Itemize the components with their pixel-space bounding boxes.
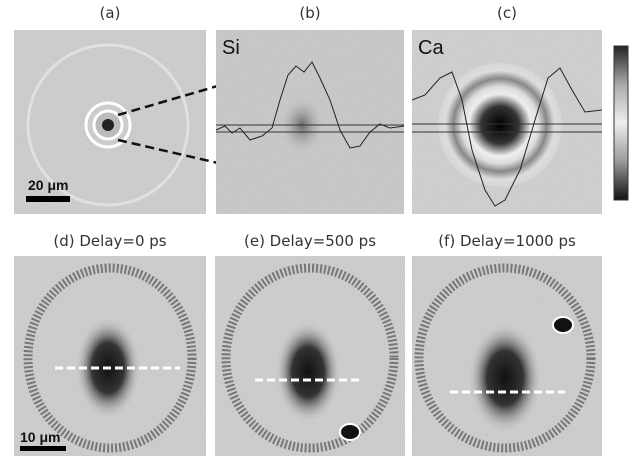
- blob: [469, 324, 541, 432]
- probe-spot: [552, 316, 574, 334]
- panel-b: Si: [215, 30, 405, 214]
- ring: [414, 263, 596, 453]
- panel-label: (a): [100, 4, 121, 22]
- scale-bar: [20, 446, 66, 451]
- panel-d: 10 μm: [14, 256, 206, 456]
- colorbar: [613, 45, 629, 201]
- panel-e: [215, 256, 405, 456]
- ca-pattern: [438, 63, 562, 187]
- scale-bar: [26, 196, 70, 202]
- element-label: Ca: [418, 37, 444, 59]
- panel-label: (f) Delay=1000 ps: [438, 232, 576, 250]
- target: [102, 119, 114, 131]
- blob: [276, 322, 340, 422]
- scale-label: 20 μm: [28, 177, 68, 193]
- panel-c: Ca: [411, 30, 603, 214]
- profile: [411, 67, 603, 207]
- panel-label: (e) Delay=500 ps: [244, 232, 376, 250]
- profile: [215, 61, 405, 149]
- panel-label: (b): [299, 4, 320, 22]
- ring: [26, 43, 190, 207]
- scale-label: 10 μm: [20, 429, 60, 445]
- panel-label: (c): [497, 4, 517, 22]
- panel-a: 20 μm: [14, 30, 301, 214]
- panel-f: [412, 256, 602, 456]
- probe-spot: [339, 423, 361, 441]
- panel-label: (d) Delay=0 ps: [53, 232, 166, 250]
- ring: [23, 263, 197, 453]
- element-label: Si: [222, 37, 240, 59]
- ring: [221, 263, 399, 453]
